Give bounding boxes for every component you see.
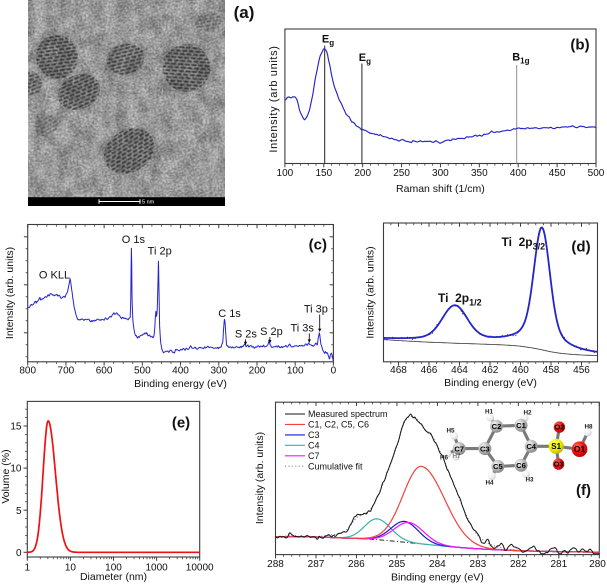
svg-text:15: 15 [10,422,22,433]
svg-text:800: 800 [19,366,36,377]
svg-text:Intensity (arb. units): Intensity (arb. units) [365,246,377,338]
svg-text:282: 282 [510,559,527,570]
svg-text:Intensity (arb. units): Intensity (arb. units) [4,247,16,339]
svg-text:100: 100 [277,168,294,179]
svg-text:Ti 2p: Ti 2p [148,245,172,257]
svg-text:C6: C6 [516,461,526,470]
svg-text:Ti 2p1/2: Ti 2p1/2 [438,291,482,308]
svg-text:10: 10 [10,464,22,475]
svg-text:O3: O3 [554,460,564,469]
svg-text:10000: 10000 [186,563,214,574]
svg-text:288: 288 [267,559,284,570]
svg-text:O2: O2 [554,423,564,432]
svg-text:Measured spectrum: Measured spectrum [308,409,388,419]
svg-text:Intensity (arb units): Intensity (arb units) [268,45,280,152]
svg-text:150: 150 [315,168,332,179]
svg-text:464: 464 [451,365,468,376]
svg-text:C7: C7 [454,444,464,453]
svg-text:287: 287 [308,559,325,570]
svg-text:C1: C1 [516,421,526,430]
svg-text:500: 500 [134,366,151,377]
svg-text:H4: H4 [485,480,494,487]
svg-text:(b): (b) [570,36,589,53]
svg-text:(a): (a) [234,3,255,22]
svg-text:C3: C3 [480,444,490,453]
svg-text:10: 10 [65,563,77,574]
svg-text:1000: 1000 [145,563,168,574]
svg-text:Diameter (nm): Diameter (nm) [80,571,147,583]
svg-text:5 nm: 5 nm [142,200,155,206]
svg-text:200: 200 [354,168,371,179]
svg-text:S 2p: S 2p [260,326,283,338]
svg-text:Binding energy (eV): Binding energy (eV) [134,378,227,390]
svg-text:500: 500 [588,168,605,179]
svg-text:1: 1 [25,563,31,574]
svg-text:284: 284 [429,559,446,570]
svg-text:Cumulative fit: Cumulative fit [308,461,363,471]
svg-text:H5: H5 [446,428,455,435]
svg-text:456: 456 [573,365,590,376]
svg-text:O 1s: O 1s [122,234,146,246]
svg-text:Ti 3p: Ti 3p [304,304,328,316]
svg-text:700: 700 [58,366,75,377]
svg-text:O1: O1 [574,444,586,454]
svg-text:100: 100 [287,366,304,377]
svg-text:S1: S1 [551,442,561,451]
svg-text:Binding energy (eV): Binding energy (eV) [444,377,537,389]
svg-text:400: 400 [172,366,189,377]
svg-text:200: 200 [249,366,266,377]
svg-text:O KLL: O KLL [39,270,70,282]
svg-text:(f): (f) [576,482,591,499]
svg-text:C4: C4 [308,441,320,451]
svg-text:(c): (c) [309,237,327,254]
svg-text:5: 5 [16,506,22,517]
svg-text:283: 283 [470,559,487,570]
svg-text:Volume (%): Volume (%) [0,449,12,503]
svg-text:600: 600 [96,366,113,377]
svg-text:Binding energy (eV): Binding energy (eV) [391,572,484,584]
svg-text:S 2s: S 2s [235,328,258,340]
svg-text:H2: H2 [523,410,532,417]
svg-text:C5: C5 [493,462,503,471]
svg-text:H8: H8 [584,424,593,431]
svg-text:462: 462 [482,365,499,376]
svg-text:C1, C2, C5, C6: C1, C2, C5, C6 [308,420,369,430]
svg-text:Eg: Eg [359,52,371,66]
svg-text:458: 458 [543,365,560,376]
svg-text:H6: H6 [440,455,449,462]
svg-text:Eg: Eg [322,34,334,48]
svg-text:350: 350 [471,168,488,179]
svg-text:400: 400 [510,168,527,179]
svg-text:C3: C3 [308,430,320,440]
svg-text:C7: C7 [308,451,320,461]
svg-text:468: 468 [390,365,407,376]
svg-text:300: 300 [210,366,227,377]
svg-text:B1g: B1g [512,52,529,66]
svg-text:Ti 3s: Ti 3s [290,323,314,335]
svg-text:C2: C2 [492,422,502,431]
svg-text:(e): (e) [172,415,190,432]
svg-text:281: 281 [550,559,567,570]
svg-text:450: 450 [549,168,566,179]
svg-text:100: 100 [105,563,122,574]
svg-text:280: 280 [589,559,606,570]
svg-text:(d): (d) [571,239,590,256]
svg-text:0: 0 [331,366,337,377]
svg-text:C4: C4 [526,442,536,451]
svg-text:285: 285 [389,559,406,570]
svg-text:300: 300 [432,168,449,179]
svg-text:H7: H7 [452,453,461,460]
svg-text:460: 460 [512,365,529,376]
svg-text:C 1s: C 1s [218,308,241,320]
svg-text:Raman shift (1/cm): Raman shift (1/cm) [396,183,485,195]
svg-text:Intensity (arb. units): Intensity (arb. units) [254,432,266,524]
svg-text:0: 0 [16,548,22,559]
svg-text:H3: H3 [525,477,534,484]
svg-text:286: 286 [348,559,365,570]
svg-text:250: 250 [393,168,410,179]
svg-text:H1: H1 [485,409,494,416]
svg-text:466: 466 [421,365,438,376]
